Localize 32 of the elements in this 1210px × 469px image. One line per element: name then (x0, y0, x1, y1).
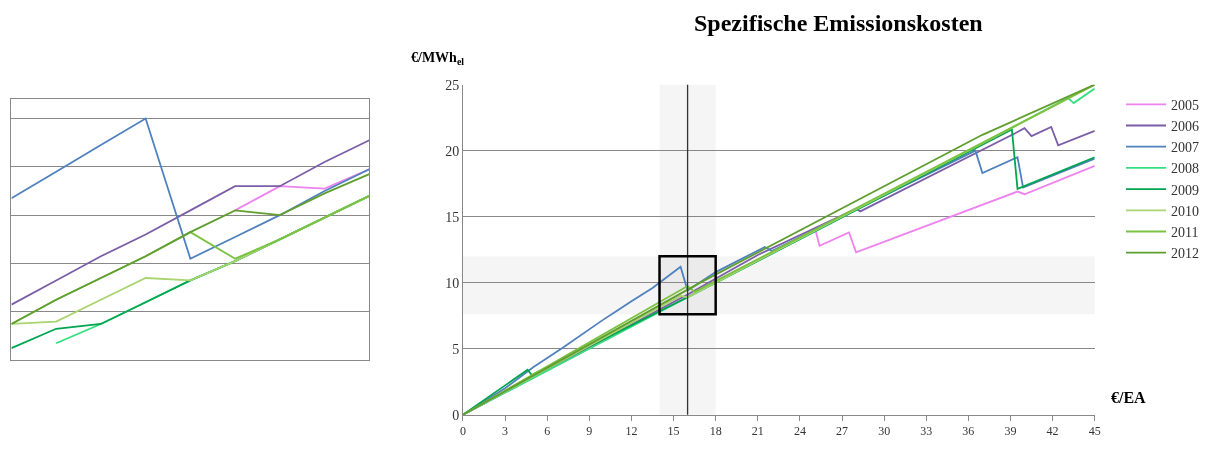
x-tick-label: 21 (751, 424, 764, 439)
legend-label: 2009 (1171, 182, 1199, 198)
x-tick-label: 42 (1046, 424, 1059, 439)
legend-label: 2011 (1171, 224, 1199, 240)
chart-title: Spezifische Emissionskosten (694, 10, 983, 36)
legend-label: 2006 (1171, 118, 1199, 134)
y-tick-label: 25 (445, 77, 460, 93)
x-tick-label: 12 (625, 424, 638, 439)
y-tick-label: 10 (445, 275, 460, 291)
y-tick-label: 5 (452, 341, 460, 357)
legend-label: 2007 (1171, 140, 1199, 156)
x-tick-label: 3 (502, 424, 509, 439)
x-axis-title: €/EA (1111, 389, 1147, 406)
x-tick-label: 30 (878, 424, 891, 439)
x-tick-label: 27 (836, 424, 849, 439)
x-tick-label: 36 (962, 424, 975, 439)
legend-label: 2008 (1171, 161, 1199, 177)
x-tick-label: 6 (544, 424, 551, 439)
y-tick-label: 0 (452, 407, 460, 423)
x-tick-label: 33 (920, 424, 933, 439)
legend-label: 2010 (1171, 203, 1199, 219)
x-tick-label: 39 (1004, 424, 1017, 439)
y-tick-label: 20 (445, 143, 460, 159)
x-tick-label: 45 (1088, 424, 1101, 439)
y-tick-label: 15 (445, 209, 460, 225)
legend-label: 2012 (1171, 246, 1199, 262)
legend-label: 2005 (1171, 97, 1199, 113)
x-tick-label: 15 (667, 424, 680, 439)
x-tick-label: 18 (709, 424, 722, 439)
x-tick-label: 9 (586, 424, 593, 439)
x-tick-label: 24 (793, 424, 806, 439)
y-axis-title: €/MWh$_{el}$ (411, 50, 465, 67)
